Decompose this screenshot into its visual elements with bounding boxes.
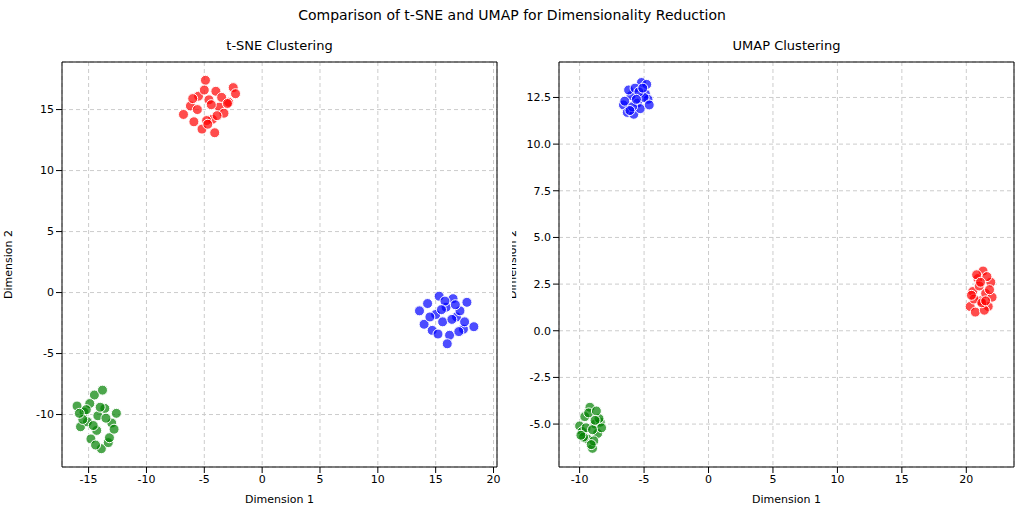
svg-text:-15: -15 bbox=[80, 473, 98, 486]
svg-text:Dimension 2: Dimension 2 bbox=[512, 230, 519, 299]
svg-text:7.5: 7.5 bbox=[534, 185, 552, 198]
svg-text:0: 0 bbox=[705, 473, 712, 486]
svg-text:20: 20 bbox=[487, 473, 501, 486]
svg-text:15: 15 bbox=[429, 473, 443, 486]
svg-text:Dimension 1: Dimension 1 bbox=[752, 493, 821, 506]
svg-text:0.0: 0.0 bbox=[534, 325, 552, 338]
svg-text:0: 0 bbox=[259, 473, 266, 486]
svg-text:5.0: 5.0 bbox=[534, 231, 552, 244]
svg-text:15: 15 bbox=[40, 103, 54, 116]
html-text:Comparison of t-SNE and UMAP f: Comparison of t-SNE and UMAP for Dimensi… bbox=[298, 7, 726, 23]
svg-text:10: 10 bbox=[371, 473, 385, 486]
svg-text:10: 10 bbox=[40, 164, 54, 177]
svg-text:-10: -10 bbox=[36, 408, 54, 421]
svg-text:10: 10 bbox=[830, 473, 844, 486]
svg-text:5: 5 bbox=[47, 225, 54, 238]
svg-text:-10: -10 bbox=[571, 473, 589, 486]
svg-text:12.5: 12.5 bbox=[527, 91, 552, 104]
svg-text:-5: -5 bbox=[199, 473, 210, 486]
svg-text:Dimension 1: Dimension 1 bbox=[245, 493, 314, 506]
svg-text:5: 5 bbox=[769, 473, 776, 486]
html-text:t-SNE Clustering: t-SNE Clustering bbox=[226, 38, 333, 53]
svg-text:-10: -10 bbox=[137, 473, 155, 486]
svg-text:0: 0 bbox=[47, 286, 54, 299]
svg-text:15: 15 bbox=[895, 473, 909, 486]
svg-text:Dimension 2: Dimension 2 bbox=[8, 230, 15, 299]
svg-text:5: 5 bbox=[316, 473, 323, 486]
svg-text:10.0: 10.0 bbox=[527, 138, 552, 151]
svg-text:-2.5: -2.5 bbox=[530, 371, 551, 384]
html-text:UMAP Clustering: UMAP Clustering bbox=[732, 38, 841, 53]
svg-text:-5: -5 bbox=[639, 473, 650, 486]
svg-text:2.5: 2.5 bbox=[534, 278, 552, 291]
svg-text:-5.0: -5.0 bbox=[530, 418, 551, 431]
svg-text:20: 20 bbox=[959, 473, 973, 486]
svg-text:-5: -5 bbox=[43, 347, 54, 360]
